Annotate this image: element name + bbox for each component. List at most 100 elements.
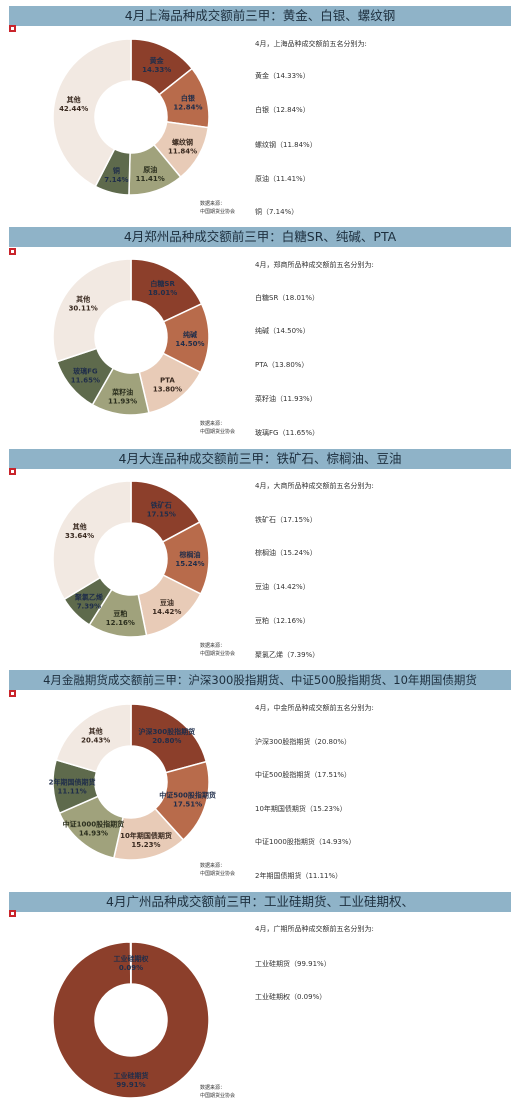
- slice-value-label: 11.65%: [71, 376, 100, 384]
- list-item: 中证500股指期货（17.51%）: [255, 771, 352, 779]
- slice-name-label: 沪深300股指期货: [139, 727, 196, 736]
- slice-name-label: 玻璃FG: [73, 366, 98, 375]
- list-item: 2年期国债期货（11.11%）: [255, 872, 343, 880]
- slice-value-label: 14.50%: [175, 340, 204, 348]
- panel-title: 4月金融期货成交额前三甲：沪深300股指期货、中证500股指期货、10年期国债期…: [9, 670, 511, 690]
- slice-value-label: 17.51%: [173, 801, 202, 809]
- source-label: 数据来源：: [200, 201, 226, 207]
- logo-icon: [9, 910, 16, 917]
- slice-name-label: 白银: [181, 93, 196, 102]
- list-item: 原油（11.41%）: [255, 175, 310, 183]
- list-item: 豆油（14.42%）: [255, 583, 310, 591]
- list-item: 沪深300股指期货（20.80%）: [255, 738, 352, 746]
- source-note: 数据来源： 中国期货业协会: [200, 420, 235, 436]
- source-org: 中国期货业协会: [200, 871, 236, 877]
- source-note: 数据来源： 中国期货业协会: [200, 1084, 235, 1100]
- intro-text: 4月，大商所品种成交额前五名分别为:: [255, 482, 374, 490]
- slice-name-label: 10年期国债期货: [120, 831, 172, 840]
- source-label: 数据来源：: [200, 643, 226, 649]
- slice-name-label: 黄金: [150, 56, 165, 65]
- list-item: PTA（13.80%）: [255, 361, 309, 369]
- donut-slice: [52, 480, 132, 601]
- list-item: 工业硅期权（0.09%）: [255, 993, 327, 1001]
- slice-name-label: 棕榈油: [178, 550, 200, 559]
- slice-value-label: 14.93%: [79, 829, 108, 837]
- slice-value-label: 7.14%: [104, 176, 128, 184]
- slice-value-label: 11.41%: [136, 175, 165, 183]
- slice-value-label: 18.01%: [148, 289, 177, 297]
- slice-value-label: 15.23%: [131, 841, 160, 849]
- slice-value-label: 11.84%: [168, 148, 197, 156]
- list-item: 铁矿石（17.15%）: [255, 516, 317, 524]
- list-item: 中证1000股指期货（14.93%）: [255, 838, 356, 846]
- logo-icon: [9, 248, 16, 255]
- slice-name-label: 聚氯乙烯: [74, 592, 103, 601]
- slice-name-label: 豆油: [160, 598, 174, 607]
- slice-name-label: 白糖SR: [150, 279, 175, 288]
- list-item: 工业硅期货（99.91%）: [255, 960, 331, 968]
- source-note: 数据来源： 中国期货业协会: [200, 642, 235, 658]
- slice-name-label: 铁矿石: [151, 500, 172, 509]
- slice-name-label: 2年期国债期货: [49, 778, 96, 787]
- slice-name-label: 工业硅期权: [114, 954, 150, 963]
- source-note: 数据来源： 中国期货业协会: [200, 862, 235, 878]
- list-item: 棕榈油（15.24%）: [255, 549, 317, 557]
- list-item: 豆粕（12.16%）: [255, 617, 310, 625]
- slice-value-label: 14.42%: [152, 608, 181, 616]
- list-item: 白糖SR（18.01%）: [255, 294, 319, 302]
- source-org: 中国期货业协会: [200, 651, 236, 657]
- slice-name-label: PTA: [160, 376, 175, 384]
- source-label: 数据来源：: [200, 863, 226, 869]
- list-item: 铜（7.14%）: [255, 208, 299, 216]
- panel-title: 4月上海品种成交额前三甲：黄金、白银、螺纹钢: [9, 6, 511, 26]
- intro-text: 4月，中金所品种成交额前五名分别为:: [255, 704, 374, 712]
- slice-name-label: 中证1000股指期货: [63, 819, 124, 828]
- slice-value-label: 15.24%: [175, 560, 204, 568]
- slice-value-label: 0.09%: [119, 964, 143, 972]
- slice-value-label: 99.91%: [116, 1081, 145, 1089]
- list-item: 白银（12.84%）: [255, 106, 310, 114]
- source-org: 中国期货业协会: [200, 1093, 236, 1099]
- slice-value-label: 33.64%: [65, 532, 94, 540]
- slice-name-label: 其他: [89, 727, 103, 736]
- logo-icon: [9, 468, 16, 475]
- slice-value-label: 13.80%: [153, 385, 182, 393]
- intro-text: 4月，郑商所品种成交额前五名分别为:: [255, 261, 374, 269]
- slice-name-label: 工业硅期货: [114, 1071, 149, 1080]
- slice-value-label: 11.93%: [108, 397, 137, 405]
- slice-value-label: 42.44%: [59, 105, 88, 113]
- intro-text: 4月，上海品种成交额前五名分别为:: [255, 40, 367, 48]
- slice-name-label: 其他: [76, 294, 90, 303]
- donut-slice: [52, 941, 210, 1099]
- slice-name-label: 其他: [73, 522, 87, 531]
- source-note: 数据来源： 中国期货业协会: [200, 200, 235, 216]
- slice-name-label: 铜: [113, 166, 120, 175]
- slice-value-label: 30.11%: [69, 304, 98, 312]
- slice-value-label: 20.43%: [81, 737, 110, 745]
- source-label: 数据来源：: [200, 421, 226, 427]
- source-org: 中国期货业协会: [200, 209, 236, 215]
- slice-name-label: 螺纹钢: [172, 138, 193, 147]
- intro-text: 4月，广期所品种成交额前五名分别为:: [255, 925, 374, 933]
- slice-value-label: 20.80%: [152, 737, 181, 745]
- source-label: 数据来源：: [200, 1085, 226, 1091]
- slice-name-label: 纯碱: [183, 330, 197, 339]
- list-item: 黄金（14.33%）: [255, 72, 310, 80]
- panel-title: 4月大连品种成交额前三甲：铁矿石、棕榈油、豆油: [9, 449, 511, 469]
- slice-value-label: 12.16%: [106, 619, 135, 627]
- list-item: 菜籽油（11.93%）: [255, 395, 317, 403]
- slice-value-label: 11.11%: [58, 788, 87, 796]
- logo-icon: [9, 690, 16, 697]
- slice-name-label: 豆粕: [113, 609, 127, 618]
- slice-name-label: 原油: [143, 165, 157, 174]
- list-item: 螺纹钢（11.84%）: [255, 141, 317, 149]
- donut-slice: [55, 703, 132, 773]
- list-item: 玻璃FG（11.65%）: [255, 429, 320, 437]
- list-item: 聚氯乙烯（7.39%）: [255, 651, 320, 659]
- source-org: 中国期货业协会: [200, 429, 236, 435]
